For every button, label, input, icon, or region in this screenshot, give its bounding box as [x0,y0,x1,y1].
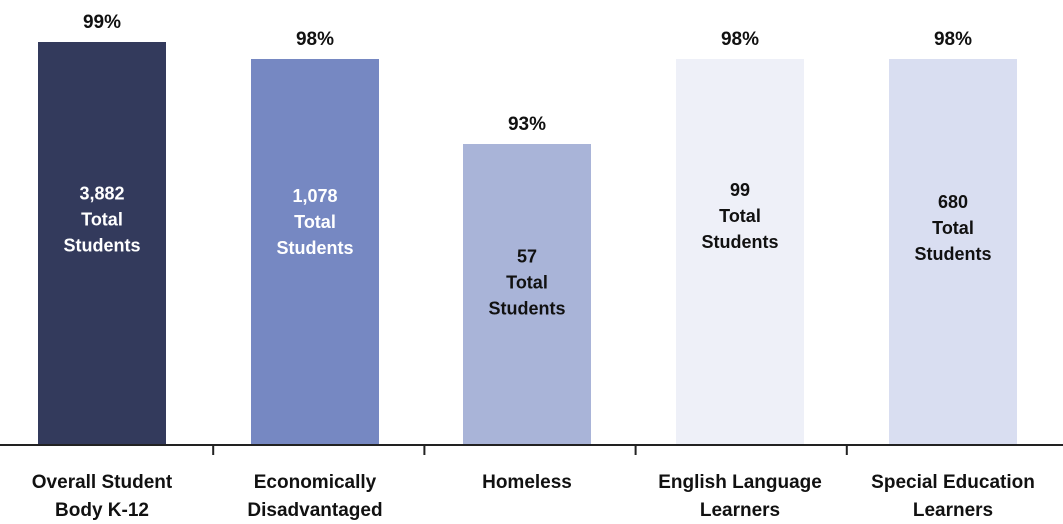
category-label-line: Learners [700,500,780,521]
category-label: Special Education Learners [871,472,1035,521]
bar-total-label-line: Students [914,244,991,264]
bar [38,42,166,445]
bars-layer [38,42,1017,445]
bar-value-label: 98% [721,29,759,50]
bar-total-label-line: Students [63,236,140,256]
bar-total-label-line: Students [276,238,353,258]
bar-total-label-line: 680 [938,192,968,212]
category-label-line: Special Education [871,472,1035,493]
bar-total-label-line: 1,078 [292,186,337,206]
category-label: Overall Student Body K-12 [32,472,173,521]
bar-total-label-line: 57 [517,247,537,267]
bar-total-label-line: Total [294,212,336,232]
bar [889,59,1017,445]
bar-total-label-line: Students [701,232,778,252]
bar-total-label-line: Total [932,218,974,238]
bar-total-label: 3,882 Total Students [63,184,140,256]
bar-total-label-line: Total [506,273,548,293]
bar-total-label-line: Students [488,299,565,319]
bar [676,59,804,445]
bar-value-label: 99% [83,12,121,33]
category-label-line: Overall Student [32,472,173,493]
bar-total-label: 1,078 Total Students [276,186,353,258]
bar-total-label: 99 Total Students [701,180,778,252]
x-axis-ticks [212,445,848,455]
bar-total-label-line: 99 [730,180,750,200]
category-label-line: Body K-12 [55,500,149,521]
category-label: Homeless [482,472,572,493]
bar-total-label-line: 3,882 [79,184,124,204]
category-label-line: Homeless [482,472,572,493]
category-label-line: Economically [254,472,377,493]
category-label: English Language Learners [658,472,822,521]
bar [463,144,591,445]
bar-value-label: 98% [934,29,972,50]
bar-total-label: 57 Total Students [488,247,565,319]
category-label-line: English Language [658,472,822,493]
category-label-line: Learners [913,500,993,521]
category-label-line: Disadvantaged [247,500,382,521]
bar-total-label-line: Total [81,210,123,230]
bar-total-label: 680 Total Students [914,192,991,264]
bar-value-label: 98% [296,29,334,50]
bar-total-label-line: Total [719,206,761,226]
category-label: Economically Disadvantaged [247,472,382,521]
bar-value-label: 93% [508,114,546,135]
labels-layer: 99% 3,882 Total Students Overall Student Body… [32,12,1035,521]
bar [251,59,379,445]
